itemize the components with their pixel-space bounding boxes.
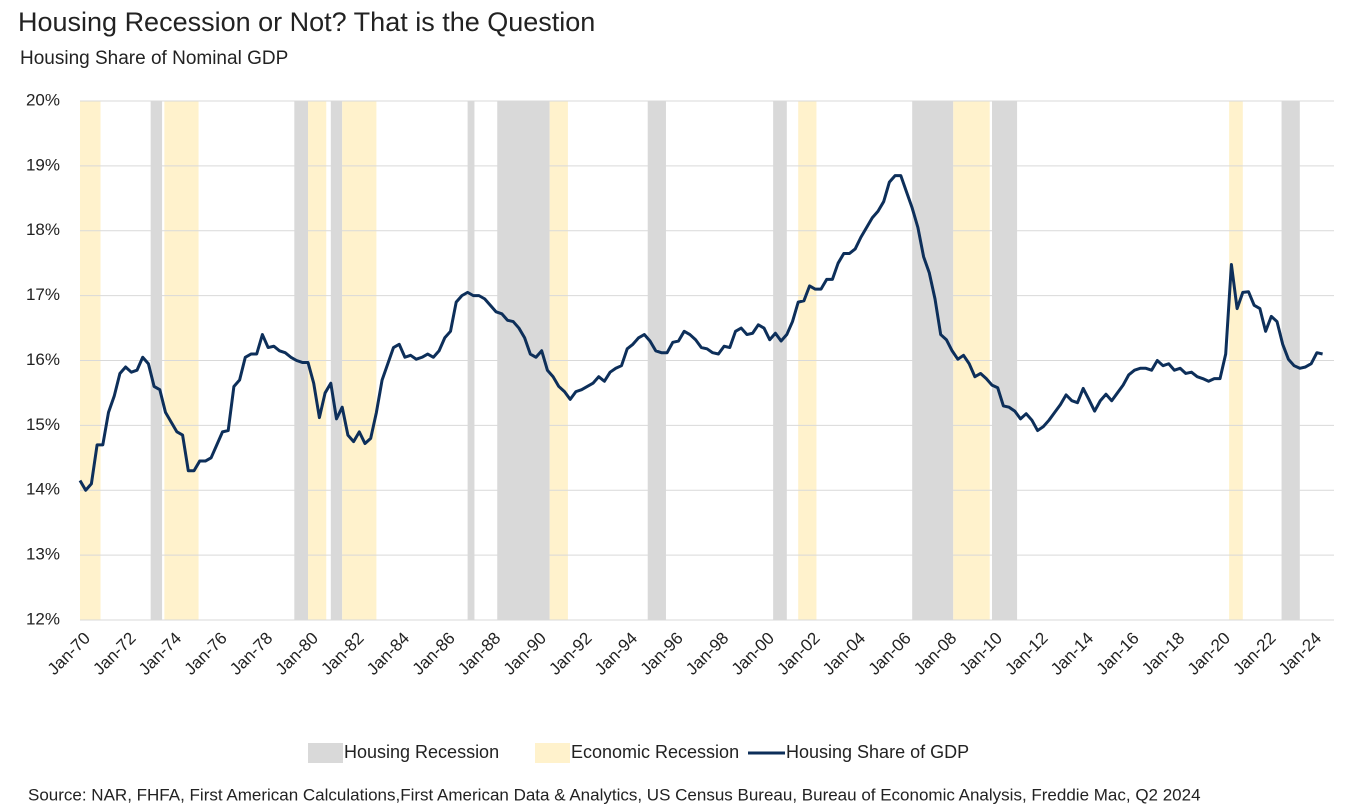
y-tick-label: 19%: [26, 155, 60, 174]
x-tick-label: Jan-92: [545, 629, 595, 679]
chart-title: Housing Recession or Not? That is the Qu…: [18, 7, 595, 37]
x-tick-label: Jan-94: [591, 629, 641, 679]
chart-subtitle: Housing Share of Nominal GDP: [20, 48, 288, 69]
legend-swatch: [535, 743, 570, 763]
data-line: [78, 174, 1323, 492]
y-tick-label: 15%: [26, 415, 60, 434]
x-tick-label: Jan-96: [637, 629, 687, 679]
x-tick-label: Jan-74: [135, 629, 185, 679]
y-tick-label: 14%: [26, 480, 60, 499]
x-tick-label: Jan-98: [682, 629, 732, 679]
x-tick-label: Jan-90: [500, 629, 550, 679]
legend-label: Housing Recession: [344, 742, 499, 762]
x-tick-label: Jan-84: [363, 629, 413, 679]
x-tick-label: Jan-10: [956, 629, 1006, 679]
y-tick-label: 20%: [26, 90, 60, 109]
x-tick-label: Jan-08: [910, 629, 960, 679]
legend-label: Economic Recession: [571, 742, 739, 762]
x-tick-label: Jan-14: [1047, 629, 1097, 679]
x-tick-label: Jan-86: [409, 629, 459, 679]
x-tick-label: Jan-00: [728, 629, 778, 679]
y-tick-label: 16%: [26, 350, 60, 369]
x-tick-label: Jan-76: [181, 629, 231, 679]
x-tick-label: Jan-70: [44, 629, 94, 679]
x-tick-label: Jan-80: [272, 629, 322, 679]
y-tick-label: 12%: [26, 609, 60, 628]
source-note: Source: NAR, FHFA, First American Calcul…: [28, 785, 1201, 804]
y-tick-label: 13%: [26, 545, 60, 564]
x-tick-label: Jan-88: [454, 629, 504, 679]
x-tick-label: Jan-18: [1138, 629, 1188, 679]
x-tick-label: Jan-04: [819, 629, 869, 679]
x-tick-label: Jan-20: [1184, 629, 1234, 679]
x-tick-label: Jan-82: [317, 629, 367, 679]
y-tick-label: 18%: [26, 220, 60, 239]
x-tick-label: Jan-72: [89, 629, 139, 679]
legend-swatch: [308, 743, 343, 763]
x-tick-label: Jan-78: [226, 629, 276, 679]
x-tick-label: Jan-02: [773, 629, 823, 679]
x-tick-label: Jan-06: [865, 629, 915, 679]
legend-label: Housing Share of GDP: [786, 742, 969, 762]
x-tick-label: Jan-12: [1001, 629, 1051, 679]
x-tick-label: Jan-16: [1093, 629, 1143, 679]
x-tick-label: Jan-24: [1275, 629, 1325, 679]
x-tick-label: Jan-22: [1229, 629, 1279, 679]
y-tick-label: 17%: [26, 285, 60, 304]
